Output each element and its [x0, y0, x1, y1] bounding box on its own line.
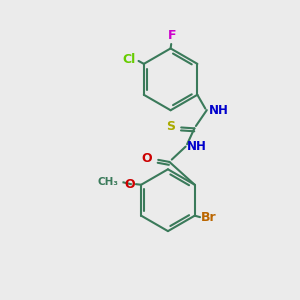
- Text: Cl: Cl: [122, 53, 136, 66]
- Text: NH: NH: [187, 140, 207, 153]
- Text: F: F: [168, 29, 176, 42]
- Text: O: O: [141, 152, 152, 165]
- Text: Br: Br: [201, 211, 217, 224]
- Text: NH: NH: [209, 103, 229, 117]
- Text: CH₃: CH₃: [97, 177, 118, 187]
- Text: O: O: [124, 178, 135, 191]
- Text: S: S: [166, 120, 175, 134]
